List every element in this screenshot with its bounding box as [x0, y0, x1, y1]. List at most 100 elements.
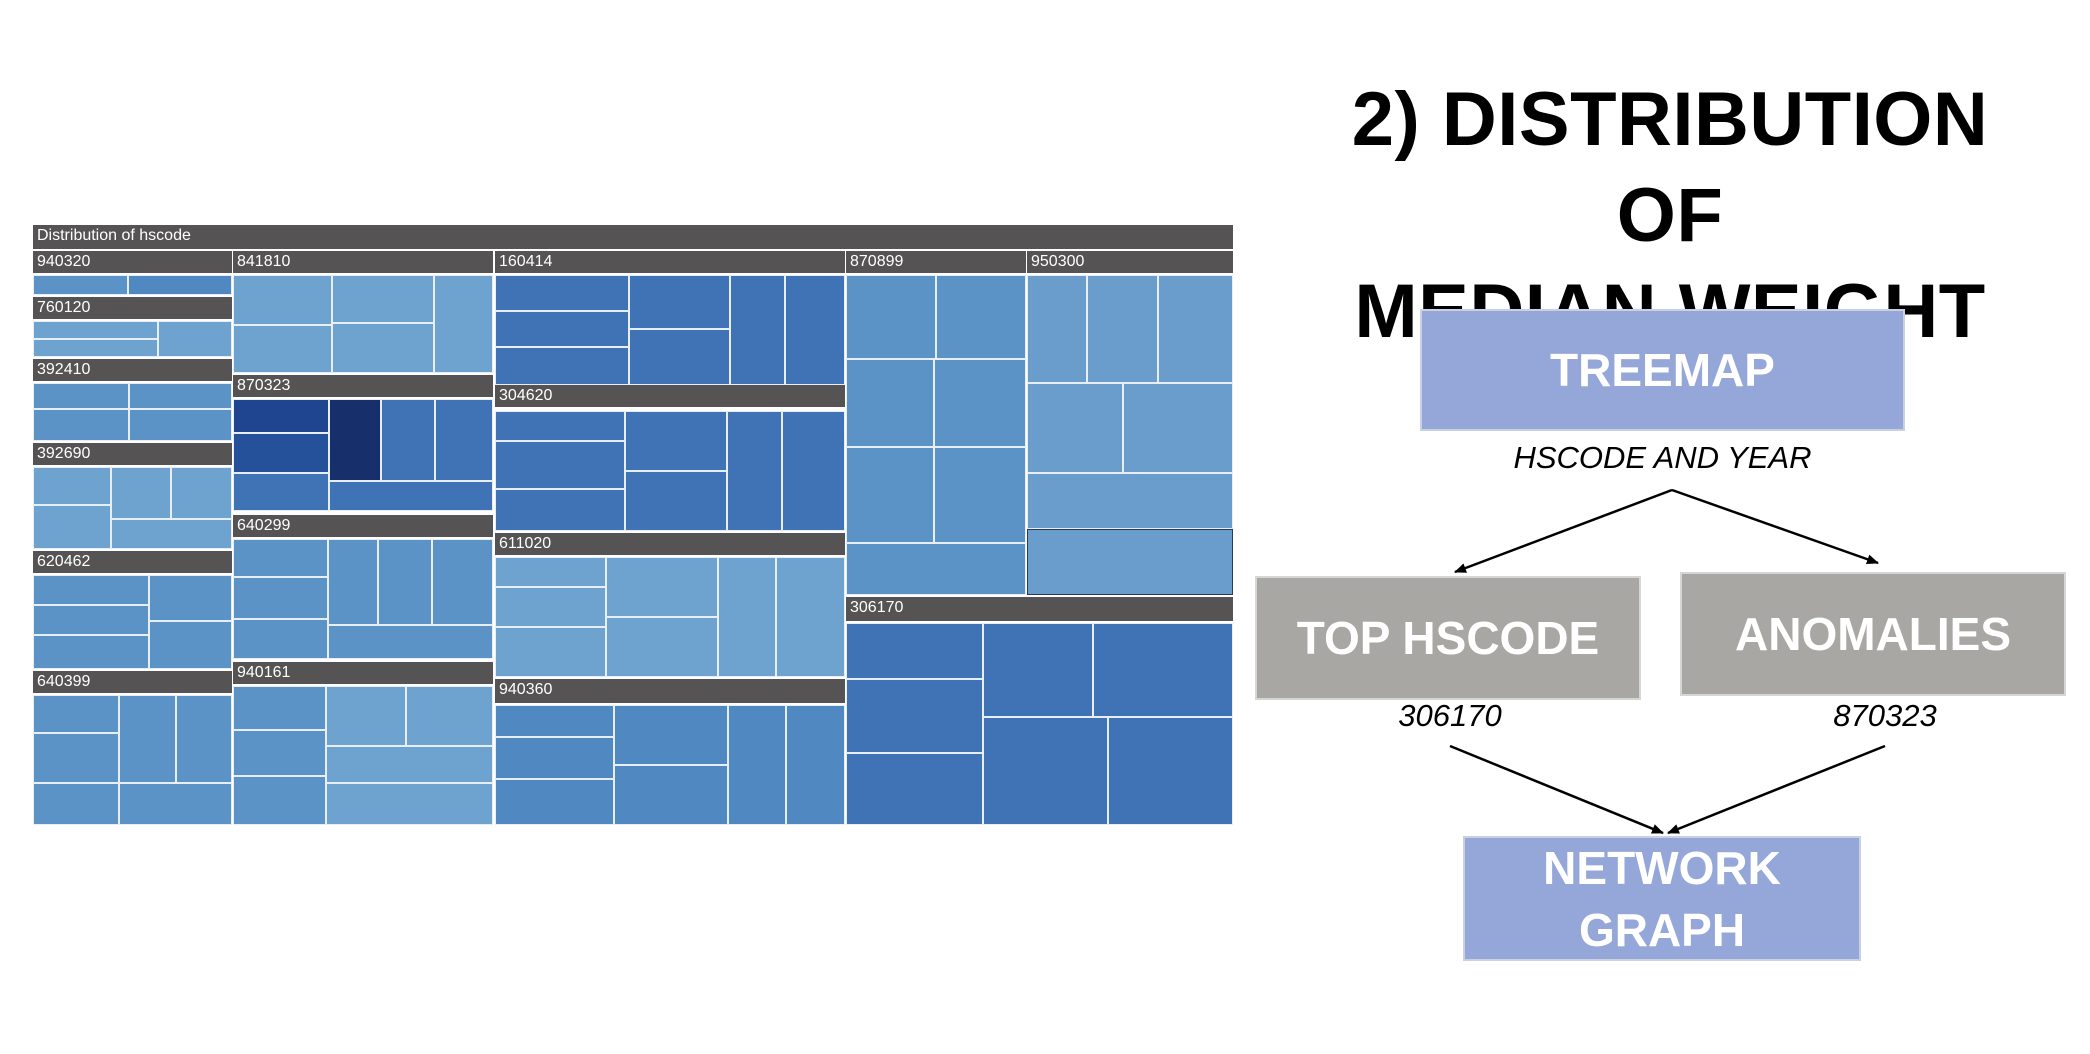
- treemap-cell[interactable]: [983, 717, 1108, 825]
- treemap-cell[interactable]: [233, 433, 329, 473]
- group-header-940320[interactable]: 940320: [33, 251, 232, 273]
- treemap-cell[interactable]: [846, 359, 934, 447]
- treemap-cell[interactable]: [233, 539, 328, 577]
- treemap-cell[interactable]: [1027, 383, 1123, 473]
- group-header-392410[interactable]: 392410: [33, 359, 232, 381]
- group-header-640399[interactable]: 640399: [33, 671, 232, 693]
- group-header-940161[interactable]: 940161: [233, 662, 493, 684]
- group-header-950300[interactable]: 950300: [1027, 251, 1233, 273]
- treemap-cell[interactable]: [328, 625, 493, 659]
- treemap-cell[interactable]: [495, 275, 629, 311]
- treemap-cell[interactable]: [727, 411, 782, 531]
- treemap-cell[interactable]: [495, 557, 606, 587]
- treemap-cell[interactable]: [846, 543, 1026, 595]
- treemap-cell[interactable]: [233, 473, 329, 511]
- treemap-cell[interactable]: [158, 321, 232, 357]
- treemap-cell[interactable]: [934, 359, 1026, 447]
- group-header-760120[interactable]: 760120: [33, 297, 232, 319]
- treemap-cell[interactable]: [119, 695, 176, 783]
- treemap-cell[interactable]: [33, 383, 129, 409]
- group-header-306170[interactable]: 306170: [846, 597, 1233, 621]
- treemap-cell[interactable]: [33, 783, 119, 825]
- treemap-cell[interactable]: [329, 399, 381, 481]
- treemap-cell[interactable]: [33, 605, 149, 635]
- treemap-cell[interactable]: [495, 779, 614, 825]
- treemap-cell[interactable]: [846, 447, 934, 543]
- treemap-cell[interactable]: [326, 783, 493, 825]
- treemap-cell[interactable]: [1108, 717, 1233, 825]
- treemap-cell[interactable]: [33, 635, 149, 669]
- treemap-cell[interactable]: [233, 686, 326, 730]
- treemap-cell[interactable]: [111, 467, 171, 519]
- treemap-cell[interactable]: [728, 705, 786, 825]
- treemap-cell[interactable]: [936, 275, 1026, 359]
- treemap-cell[interactable]: [111, 519, 232, 549]
- treemap-cell[interactable]: [614, 705, 728, 765]
- treemap-cell[interactable]: [406, 686, 493, 746]
- group-header-640299[interactable]: 640299: [233, 515, 493, 537]
- treemap-cell[interactable]: [846, 679, 983, 753]
- treemap-cell[interactable]: [1027, 275, 1087, 383]
- treemap-cell[interactable]: [33, 575, 149, 605]
- treemap-cell[interactable]: [332, 323, 434, 373]
- treemap-cell[interactable]: [233, 619, 328, 659]
- treemap-cell[interactable]: [434, 275, 493, 373]
- treemap-cell[interactable]: [432, 539, 493, 625]
- treemap-cell[interactable]: [495, 737, 614, 779]
- treemap-cell[interactable]: [233, 730, 326, 776]
- treemap-cell[interactable]: [119, 783, 232, 825]
- treemap-cell[interactable]: [730, 275, 785, 385]
- group-header-940360[interactable]: 940360: [495, 679, 845, 703]
- treemap-cell[interactable]: [983, 623, 1093, 717]
- treemap-cell[interactable]: [614, 765, 728, 825]
- treemap-cell[interactable]: [606, 557, 718, 617]
- treemap-cell[interactable]: [1158, 275, 1233, 383]
- treemap-cell[interactable]: [495, 587, 606, 627]
- treemap-cell[interactable]: [495, 705, 614, 737]
- treemap-cell[interactable]: [776, 557, 845, 677]
- treemap-cell-highlighted[interactable]: [1027, 529, 1233, 595]
- treemap-cell[interactable]: [149, 575, 232, 621]
- treemap-cell[interactable]: [495, 411, 625, 441]
- treemap-cell[interactable]: [33, 321, 158, 339]
- treemap-cell[interactable]: [176, 695, 232, 783]
- treemap-cell[interactable]: [233, 325, 332, 373]
- treemap-cell[interactable]: [495, 627, 606, 677]
- group-header-620462[interactable]: 620462: [33, 551, 232, 573]
- group-header-870323[interactable]: 870323: [233, 375, 493, 397]
- treemap-cell[interactable]: [329, 481, 493, 511]
- treemap-cell[interactable]: [328, 539, 378, 625]
- treemap-cell[interactable]: [1087, 275, 1158, 383]
- treemap-cell[interactable]: [326, 686, 406, 746]
- group-header-841810[interactable]: 841810: [233, 251, 493, 273]
- group-header-160414[interactable]: 160414: [495, 251, 845, 273]
- group-header-392690[interactable]: 392690: [33, 443, 232, 465]
- treemap-cell[interactable]: [33, 733, 119, 783]
- treemap-cell[interactable]: [629, 329, 730, 385]
- treemap-cell[interactable]: [782, 411, 845, 531]
- treemap-cell[interactable]: [149, 621, 232, 669]
- treemap-cell[interactable]: [495, 489, 625, 531]
- treemap-cell[interactable]: [625, 471, 727, 531]
- treemap-cell[interactable]: [846, 275, 936, 359]
- treemap-cell[interactable]: [495, 441, 625, 489]
- treemap-cell[interactable]: [233, 399, 329, 433]
- treemap-cell[interactable]: [934, 447, 1026, 543]
- treemap-cell[interactable]: [495, 311, 629, 347]
- treemap-cell[interactable]: [129, 409, 232, 441]
- treemap-cell[interactable]: [846, 623, 983, 679]
- treemap-cell[interactable]: [435, 399, 493, 481]
- treemap-cell[interactable]: [606, 617, 718, 677]
- treemap-cell[interactable]: [629, 275, 730, 329]
- treemap-cell[interactable]: [33, 409, 129, 441]
- treemap-cell[interactable]: [233, 577, 328, 619]
- group-header-611020[interactable]: 611020: [495, 533, 845, 555]
- treemap-cell[interactable]: [718, 557, 776, 677]
- treemap-cell[interactable]: [381, 399, 435, 481]
- treemap-cell[interactable]: [326, 746, 493, 783]
- treemap-cell[interactable]: [33, 505, 111, 549]
- treemap-cell[interactable]: [332, 275, 434, 323]
- treemap-cell[interactable]: [129, 383, 232, 409]
- treemap-cell[interactable]: [625, 411, 727, 471]
- treemap-cell[interactable]: [495, 347, 629, 385]
